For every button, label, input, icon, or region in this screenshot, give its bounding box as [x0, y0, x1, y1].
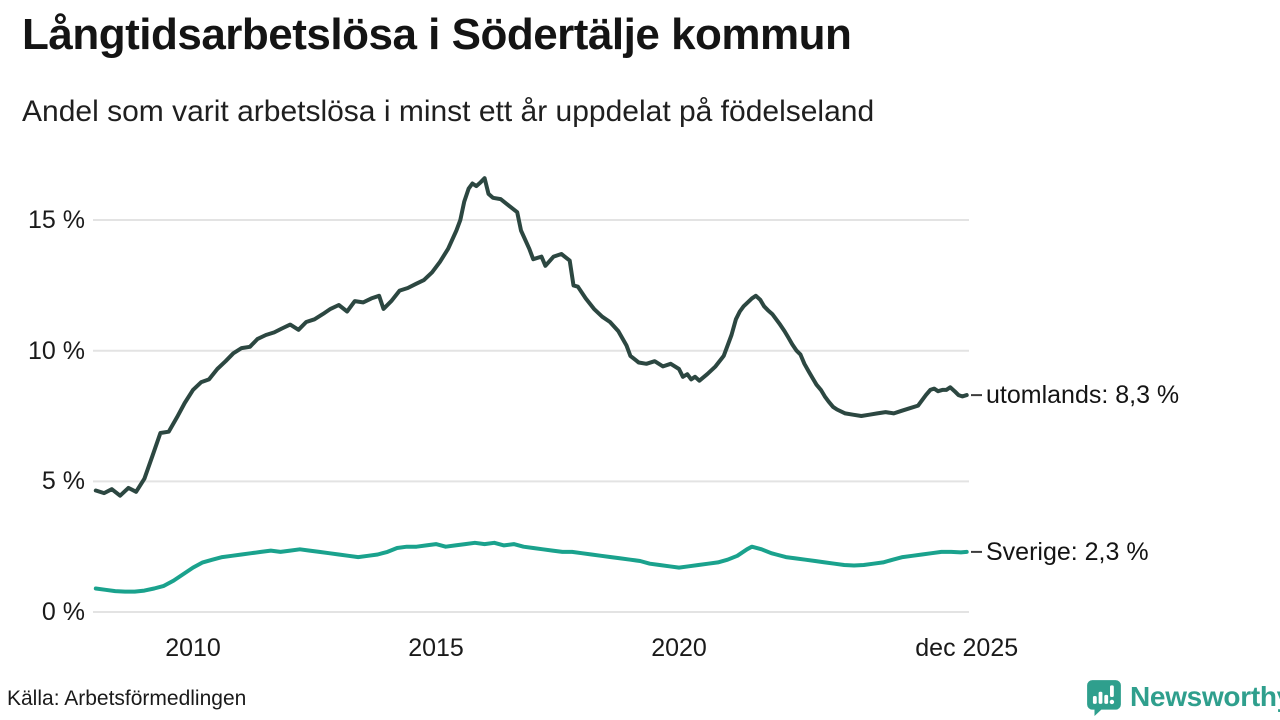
- x-tick-label: 2010: [165, 634, 221, 662]
- chart-title: Långtidsarbetslösa i Södertälje kommun: [22, 10, 852, 59]
- series-label-utomlands: utomlands: 8,3 %: [986, 381, 1180, 410]
- x-tick-label: 2015: [408, 634, 464, 662]
- newsworthy-logo-text: Newsworthy: [1130, 681, 1280, 712]
- y-tick-label: 10 %: [28, 336, 85, 365]
- series-label-sverige: Sverige: 2,3 %: [986, 537, 1149, 566]
- source-caption: Källa: Arbetsförmedlingen: [7, 687, 247, 710]
- x-tick-label: 2020: [651, 634, 707, 662]
- y-tick-label: 5 %: [41, 467, 85, 496]
- y-tick-label: 15 %: [28, 206, 85, 235]
- chart-subtitle: Andel som varit arbetslösa i minst ett å…: [22, 95, 875, 128]
- newsworthy-logo-icon: [1087, 680, 1121, 716]
- x-tick-label: dec 2025: [915, 634, 1019, 662]
- newsworthy-logo: Newsworthy: [1085, 678, 1280, 716]
- y-tick-label: 0 %: [41, 598, 85, 626]
- series-line-utomlands: [93, 176, 969, 498]
- series-line-Sverige: [93, 540, 969, 594]
